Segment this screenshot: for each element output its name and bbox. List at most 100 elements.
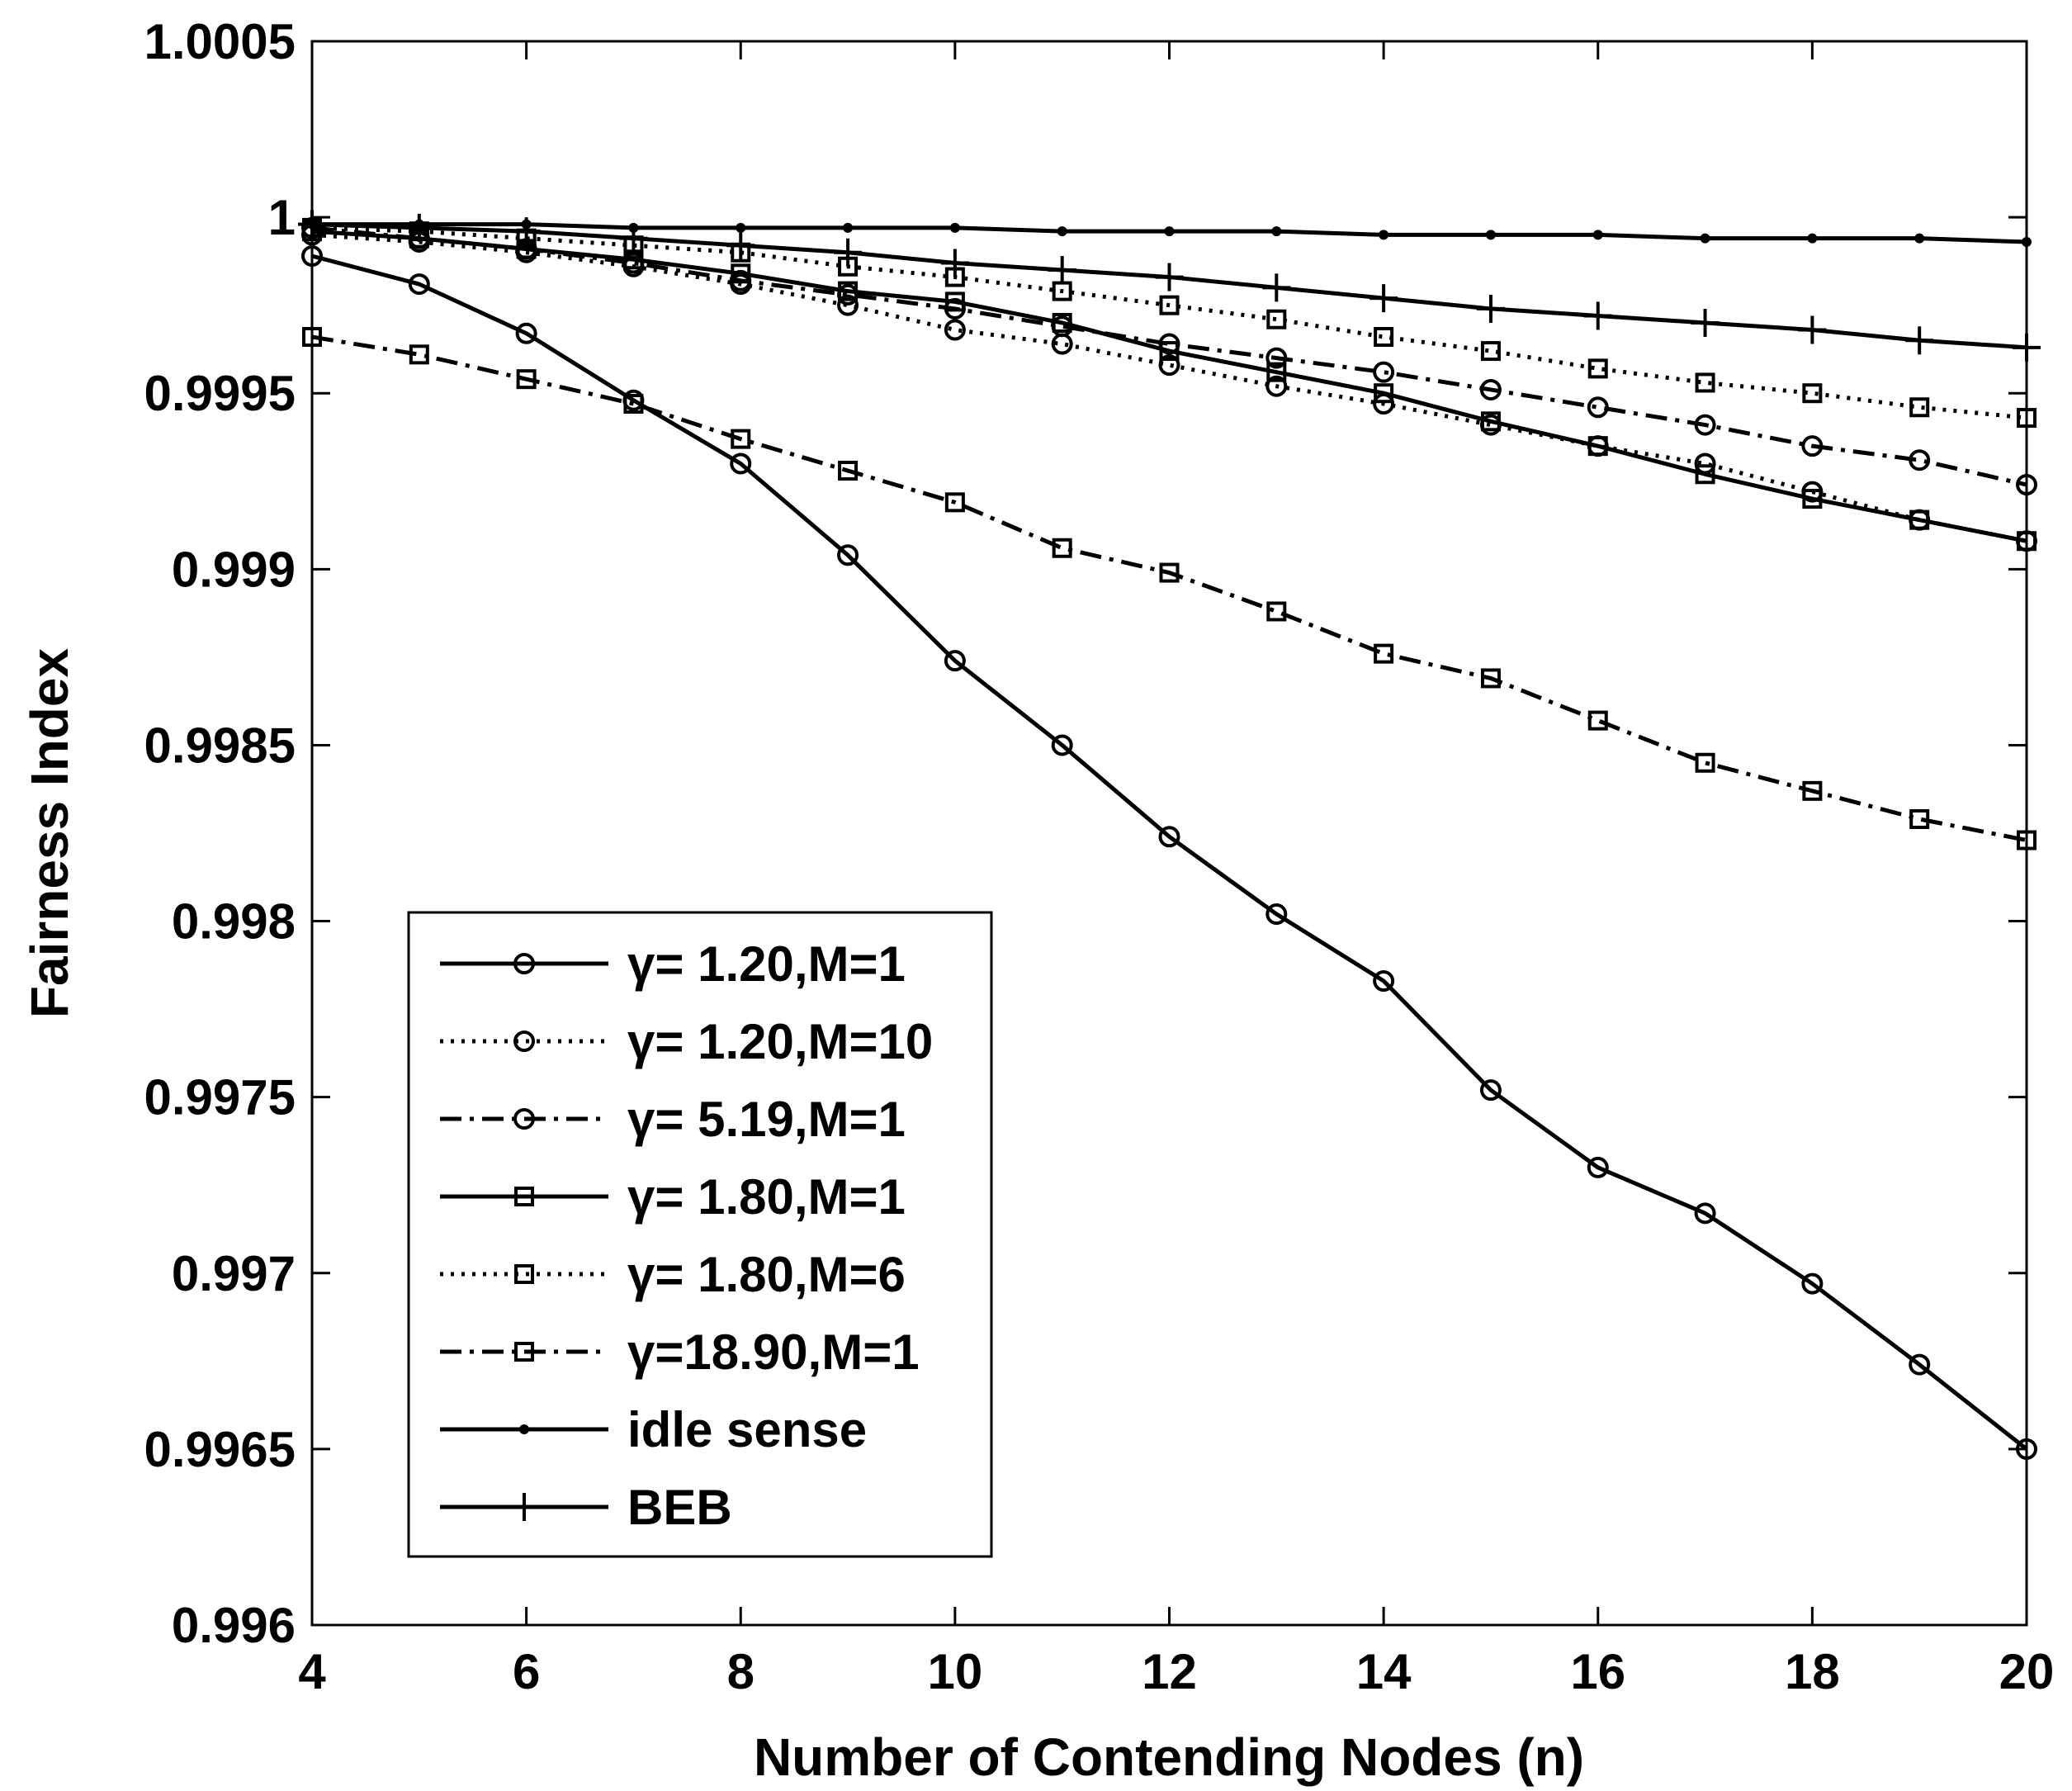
data-point-circle [1801,435,1824,457]
data-point-square [2017,531,2037,552]
data-point-circle [513,1031,535,1052]
x-tick-label: 8 [727,1644,755,1699]
series-6 [302,327,2037,850]
y-axis-title: Fairness Index [20,648,79,1019]
data-point-square [1480,411,1501,432]
legend: γ= 1.20,M=1 γ= 1.20,M=10 γ= 5.19,M=1 γ= 1.8… [407,911,993,1558]
data-point-dot [736,222,746,233]
data-point-square [731,429,751,449]
legend-entry: idle sense [440,1402,867,1457]
legend-label: γ= 1.80,M=1 [627,1169,906,1225]
data-point-dot [1700,233,1710,244]
data-point-square [1587,358,1608,379]
data-point-square [2017,408,2037,429]
data-point-dot [843,222,854,233]
data-point-plus [510,1493,538,1521]
legend-label: γ=18.90,M=1 [627,1324,920,1380]
data-point-square [1374,327,1394,348]
data-point-dot [1164,226,1175,237]
data-point-circle [1373,970,1395,993]
data-point-dot [2022,236,2032,247]
series-line [311,225,2027,487]
legend-entry: γ= 5.19,M=1 [440,1092,906,1147]
data-point-circle [730,452,752,475]
data-point-square [1802,780,1823,801]
data-point-circle [513,953,535,974]
data-point-plus [940,249,969,277]
data-point-plus [619,224,648,253]
data-point-circle [1587,1156,1609,1178]
data-point-circle [1373,361,1395,383]
data-point-dot [519,1424,529,1434]
data-point-circle [408,273,430,296]
data-point-square [944,291,965,312]
series-line [311,232,2027,543]
data-point-square [2017,830,2037,850]
x-tick-label: 16 [1570,1644,1625,1699]
data-point-plus [834,238,863,267]
data-point-square [1909,397,1930,418]
data-point-circle [1158,354,1180,377]
x-tick-label: 20 [1999,1644,2055,1699]
data-point-square [1159,295,1180,315]
data-point-square [514,1342,534,1362]
data-point-circle [1801,1272,1824,1295]
data-point-square [1587,436,1608,457]
data-point-dot [1271,226,1282,237]
data-point-circle [944,319,966,341]
data-point-plus [2013,333,2041,362]
data-point-plus [1262,273,1291,302]
data-point-square [944,492,965,513]
data-point-circle [1051,734,1073,756]
data-point-dot [949,222,960,233]
data-point-square [1480,341,1501,362]
data-point-plus [1048,256,1076,285]
y-tick-label: 0.997 [172,1246,296,1301]
y-tick-label: 0.9995 [144,366,296,421]
y-tick-label: 0.9965 [144,1422,296,1477]
data-point-plus [1155,263,1184,291]
legend-entry: γ= 1.80,M=6 [440,1247,906,1302]
data-point-square [1480,668,1501,689]
data-point-square [1695,752,1715,773]
data-point-circle [837,544,859,566]
data-point-circle [2016,474,2037,496]
legend-entry: γ= 1.20,M=1 [440,936,906,992]
data-point-plus [298,210,326,239]
legend-label: γ= 1.20,M=10 [627,1014,933,1069]
x-tick-label: 10 [928,1644,983,1699]
data-point-plus [1583,301,1612,330]
y-axis: 0.996 0.9965 0.997 0.9975 0.998 0.9985 0.999 0.… [144,14,2027,1653]
legend-label: γ= 1.80,M=6 [627,1247,906,1302]
data-point-circle [1694,1202,1716,1225]
x-tick-label: 14 [1356,1644,1412,1699]
data-point-plus [726,231,755,260]
data-point-dot [1379,230,1389,240]
y-tick-label: 0.998 [172,894,296,950]
data-point-plus [512,217,541,246]
data-point-square [1802,489,1823,509]
data-point-square [731,263,751,284]
x-tick-label: 4 [298,1644,326,1699]
series-line [311,229,2027,543]
x-axis: 4 6 8 10 12 14 16 18 20 [298,41,2054,1699]
data-point-circle [1265,903,1288,926]
x-tick-label: 12 [1142,1644,1197,1699]
data-point-circle [1479,1079,1502,1102]
data-point-plus [1476,294,1505,323]
data-point-circle [1909,449,1931,471]
x-axis-title: Number of Contending Nodes (n) [754,1727,1584,1787]
series-line [311,253,2028,1451]
data-point-plus [1691,308,1720,337]
data-point-square [302,327,322,348]
data-point-square [514,1264,534,1284]
data-point-square [1695,372,1715,393]
data-point-square [1587,710,1608,731]
data-point-square [1695,464,1715,485]
data-point-dot [1057,226,1067,237]
data-point-circle [1265,347,1288,369]
data-point-square [838,460,859,481]
data-point-dot [1485,230,1496,240]
data-point-circle [513,1108,535,1130]
